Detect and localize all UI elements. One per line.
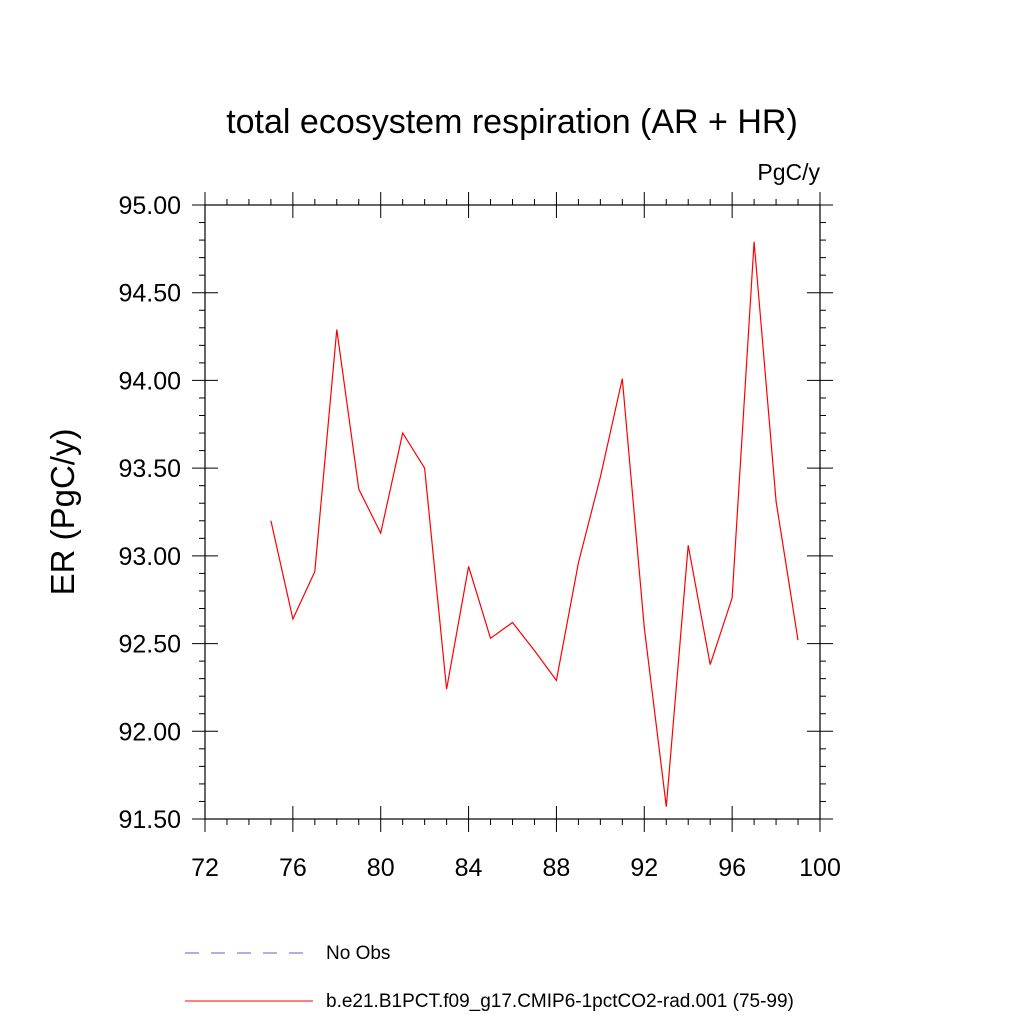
data-point (599, 475, 602, 478)
y-axis-label: ER (PgC/y) (44, 429, 81, 596)
data-point (577, 561, 580, 564)
y-tick-label: 93.00 (118, 543, 181, 571)
data-point (555, 679, 558, 682)
data-point (511, 621, 514, 624)
units-label: PgC/y (757, 159, 820, 185)
x-tick-label: 72 (191, 854, 219, 882)
data-point (269, 519, 272, 522)
y-tick-label: 94.00 (118, 367, 181, 395)
legend: No Obs b.e21.B1PCT.f09_g17.CMIP6-1pctCO2… (185, 943, 794, 1012)
x-tick-label: 76 (279, 854, 307, 882)
y-tick-label: 94.50 (118, 280, 181, 308)
data-point (335, 328, 338, 331)
data-point (665, 805, 668, 808)
data-point (775, 500, 778, 503)
series-layer (269, 240, 800, 808)
data-point (621, 377, 624, 380)
data-point (445, 688, 448, 691)
y-tick-label: 92.50 (118, 631, 181, 659)
x-tick-label: 92 (630, 854, 658, 882)
data-point (467, 565, 470, 568)
data-point (753, 240, 756, 243)
legend-label-model-run: b.e21.B1PCT.f09_g17.CMIP6-1pctCO2-rad.00… (326, 991, 794, 1012)
data-point (379, 532, 382, 535)
chart-title: total ecosystem respiration (AR + HR) (226, 103, 798, 141)
x-tick-label: 84 (455, 854, 483, 882)
axis-tick-labels: 72 76 80 84 88 92 96 100 91.50 92.00 92.50 93.00 93.… (118, 192, 840, 882)
data-point (731, 596, 734, 599)
data-point (489, 637, 492, 640)
x-tick-label: 96 (718, 854, 746, 882)
data-point (313, 570, 316, 573)
data-point (643, 626, 646, 629)
y-tick-label: 95.00 (118, 192, 181, 220)
series-line (270, 241, 799, 807)
data-point (797, 639, 800, 642)
data-point (709, 663, 712, 666)
x-tick-label: 88 (543, 854, 571, 882)
data-point (401, 432, 404, 435)
y-tick-label: 92.00 (118, 718, 181, 746)
legend-label-no-obs: No Obs (326, 943, 390, 964)
data-point (423, 467, 426, 470)
y-tick-label: 93.50 (118, 455, 181, 483)
y-tick-label: 91.50 (118, 806, 181, 834)
plot-frame (204, 204, 821, 820)
x-tick-label: 80 (367, 854, 395, 882)
data-point (291, 618, 294, 621)
data-point (357, 488, 360, 491)
x-tick-label: 100 (799, 854, 841, 882)
data-point (533, 649, 536, 652)
data-point (687, 544, 690, 547)
